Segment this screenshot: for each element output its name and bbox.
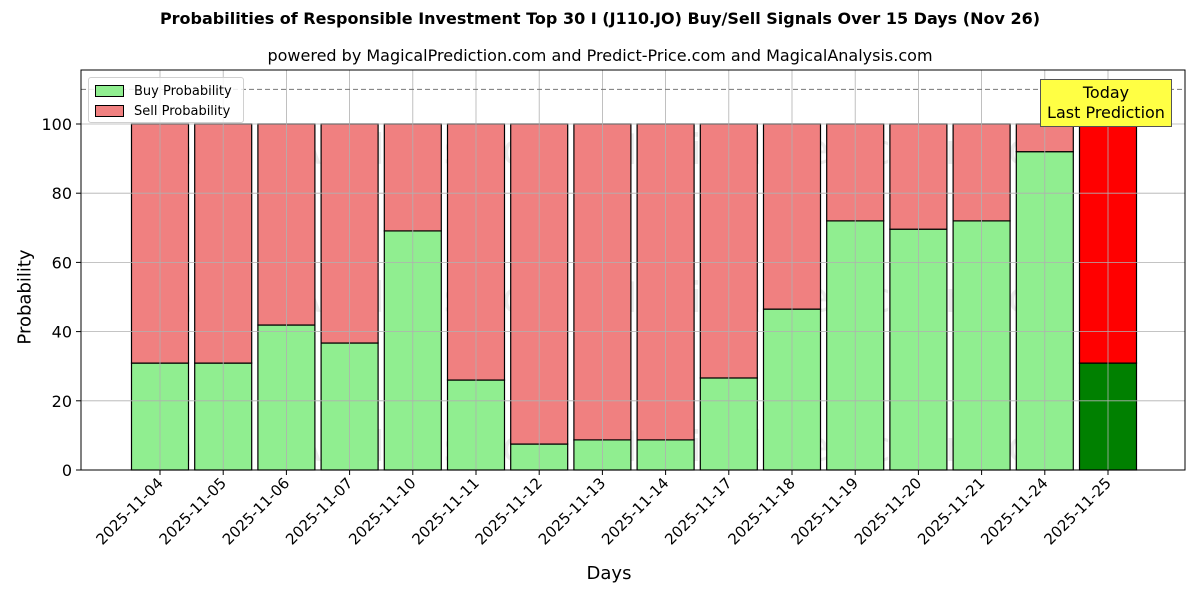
chart-title: Probabilities of Responsible Investment …	[159, 9, 1041, 28]
x-tick-label: 2025-11-21	[914, 474, 988, 548]
legend-item-sell: Sell Probability	[95, 103, 230, 119]
x-tick-label: 2025-11-06	[219, 474, 293, 548]
x-tick-label: 2025-11-25	[1040, 474, 1114, 548]
annotation-line1: Today	[1082, 83, 1130, 102]
x-tick-label: 2025-11-18	[724, 474, 798, 548]
x-tick-label: 2025-11-04	[92, 474, 166, 548]
y-tick-label: 0	[62, 461, 72, 480]
today-annotation: Today Last Prediction	[1040, 79, 1172, 127]
x-tick-label: 2025-11-07	[282, 474, 356, 548]
x-axis-label: Days	[586, 563, 632, 584]
legend: Buy Probability Sell Probability	[88, 77, 244, 123]
y-axis-label: Probability	[14, 249, 36, 345]
y-tick-label: 60	[52, 253, 72, 272]
axes-frame	[80, 69, 1186, 471]
legend-swatch-buy	[95, 85, 124, 97]
x-tick-label: 2025-11-11	[408, 474, 482, 548]
x-tick-label: 2025-11-10	[345, 474, 419, 548]
y-tick-label: 80	[52, 184, 72, 203]
y-tick-label: 100	[41, 115, 72, 134]
x-tick-label: 2025-11-12	[472, 474, 546, 548]
legend-label-sell: Sell Probability	[134, 103, 231, 119]
x-tick-label: 2025-11-19	[788, 474, 862, 548]
chart-subtitle: powered by MagicalPrediction.com and Pre…	[267, 46, 933, 65]
legend-swatch-sell	[95, 105, 124, 117]
x-tick-label: 2025-11-14	[598, 474, 672, 548]
annotation-line2: Last Prediction	[1047, 103, 1165, 122]
x-tick-label: 2025-11-20	[851, 474, 925, 548]
x-tick-label: 2025-11-13	[535, 474, 609, 548]
x-tick-label: 2025-11-24	[977, 474, 1051, 548]
y-tick-label: 40	[52, 323, 72, 342]
legend-item-buy: Buy Probability	[95, 83, 232, 99]
legend-label-buy: Buy Probability	[134, 83, 232, 99]
y-tick-label: 20	[52, 392, 72, 411]
x-tick-label: 2025-11-05	[156, 474, 230, 548]
x-tick-label: 2025-11-17	[661, 474, 735, 548]
